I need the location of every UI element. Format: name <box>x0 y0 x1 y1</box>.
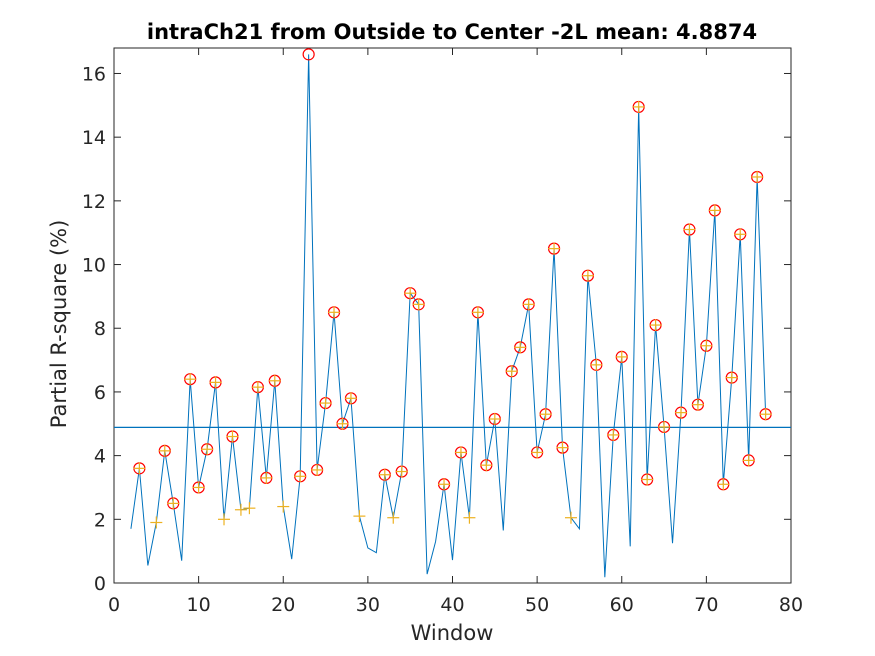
plus-marker <box>700 339 713 352</box>
plus-marker <box>463 511 476 524</box>
series-line <box>130 54 767 578</box>
plus-marker <box>167 497 180 510</box>
plus-marker <box>505 365 518 378</box>
plus-marker <box>158 444 171 457</box>
plus-marker <box>556 441 569 454</box>
plus-marker <box>251 381 264 394</box>
plus-marker <box>564 511 577 524</box>
y-axis-label: Partial R-square (%) <box>47 220 71 429</box>
x-tick-label: 80 <box>779 594 803 616</box>
plus-marker <box>192 481 205 494</box>
y-tick-label: 2 <box>94 509 106 531</box>
plus-marker <box>607 428 620 441</box>
y-tick-label: 14 <box>82 127 106 149</box>
x-tick-label: 50 <box>525 594 549 616</box>
y-tick-label: 16 <box>82 63 106 85</box>
plus-marker <box>683 223 696 236</box>
plus-marker <box>649 319 662 332</box>
axes-box <box>113 47 792 584</box>
plus-marker <box>759 408 772 421</box>
x-axis-label: Window <box>411 621 494 645</box>
plus-marker <box>268 374 281 387</box>
plus-marker <box>632 100 645 113</box>
plus-marker <box>395 465 408 478</box>
chart-title: intraCh21 from Outside to Center -2L mea… <box>147 20 757 44</box>
plus-marker <box>277 500 290 513</box>
x-tick-label: 70 <box>694 594 718 616</box>
plus-marker <box>531 446 544 459</box>
plus-marker <box>717 478 730 491</box>
plus-marker <box>658 420 671 433</box>
plus-marker <box>751 170 764 183</box>
plus-marker <box>514 341 527 354</box>
y-tick-label: 10 <box>82 255 106 277</box>
plus-marker <box>438 478 451 491</box>
plus-marker <box>243 502 256 515</box>
plus-marker <box>480 459 493 472</box>
plus-marker <box>725 371 738 384</box>
plus-marker <box>336 417 349 430</box>
plus-marker <box>353 510 366 523</box>
x-tick-label: 10 <box>187 594 211 616</box>
y-tick-label: 6 <box>94 382 106 404</box>
plus-marker <box>387 511 400 524</box>
plus-marker <box>150 516 163 529</box>
y-tick-label: 0 <box>94 573 106 595</box>
plus-marker <box>184 373 197 386</box>
plus-marker <box>209 376 222 389</box>
x-tick-label: 30 <box>356 594 380 616</box>
y-tick-label: 8 <box>94 318 106 340</box>
plus-marker <box>412 298 425 311</box>
plus-marker <box>133 462 146 475</box>
plus-marker <box>404 287 417 300</box>
circle-marker <box>302 48 315 61</box>
plus-marker <box>734 228 747 241</box>
plus-marker <box>454 446 467 459</box>
plus-marker <box>311 463 324 476</box>
plus-marker <box>641 473 654 486</box>
plot-area: 0 10 20 30 40 50 60 70 80 0 2 4 6 8 10 12 14 16 <box>82 47 803 616</box>
plus-marker <box>581 269 594 282</box>
plus-marker <box>260 471 273 484</box>
plus-marker <box>522 298 535 311</box>
x-tick-label: 0 <box>108 594 120 616</box>
plus-marker <box>218 513 231 526</box>
x-tick-label: 20 <box>271 594 295 616</box>
y-tick-label: 4 <box>94 446 106 468</box>
plus-marker <box>344 392 357 405</box>
plus-marker <box>328 306 341 319</box>
plus-marker <box>319 397 332 410</box>
plus-marker <box>590 358 603 371</box>
plus-marker <box>234 503 247 516</box>
plus-marker <box>488 412 501 425</box>
x-tick-label: 60 <box>610 594 634 616</box>
plus-marker <box>378 468 391 481</box>
plus-marker <box>201 443 214 456</box>
plus-marker <box>708 204 721 217</box>
plus-marker <box>691 398 704 411</box>
plus-marker <box>548 242 561 255</box>
y-tick-label: 12 <box>82 191 106 213</box>
plus-marker <box>615 350 628 363</box>
plus-marker <box>471 306 484 319</box>
plus-marker <box>674 406 687 419</box>
plus-marker <box>294 470 307 483</box>
plus-marker <box>226 430 239 443</box>
plus-marker <box>539 408 552 421</box>
plus-marker <box>742 454 755 467</box>
x-tick-label: 40 <box>440 594 464 616</box>
